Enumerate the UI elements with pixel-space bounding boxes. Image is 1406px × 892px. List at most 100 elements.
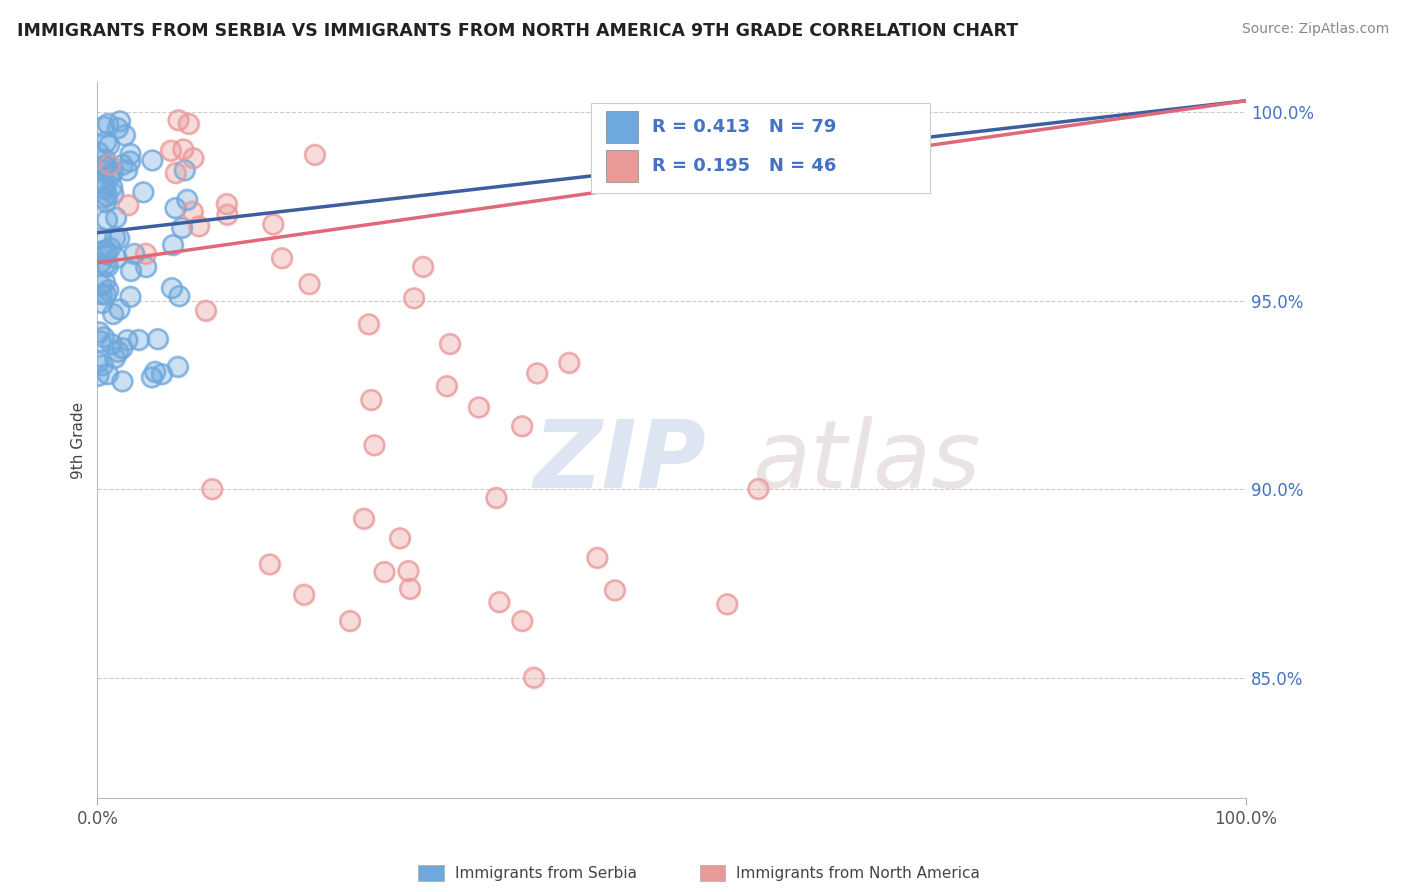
Point [104,351,127,365]
Point [166,359,188,374]
Point [97,117,120,131]
Point [114,128,136,143]
Point [96,247,118,261]
Point [111,341,134,355]
Point [96,247,118,261]
Point [90,334,112,349]
Point [87,355,110,369]
Point [96,367,118,381]
Point [90,287,112,301]
Point [215,197,238,211]
Bar [606,150,638,182]
Point [177,117,200,131]
Point [91,244,114,259]
Point [262,218,284,232]
Point [128,333,150,347]
Point [603,583,626,598]
Point [188,219,211,234]
Point [96,212,118,227]
Point [104,230,127,244]
Y-axis label: 9th Grade: 9th Grade [72,401,86,479]
Point [360,392,382,407]
Point [97,117,120,131]
Point [94,177,117,191]
Point [98,158,121,172]
Point [117,333,139,347]
Point [398,564,420,578]
Point [120,290,142,304]
Point [90,278,112,293]
Text: Immigrants from Serbia: Immigrants from Serbia [456,866,637,880]
Point [172,143,194,157]
Point [96,212,118,227]
Point [108,231,131,245]
Point [304,147,326,161]
Point [132,186,155,200]
Point [135,260,157,274]
Point [114,128,136,143]
Point [132,186,155,200]
Point [98,241,121,255]
Point [87,368,110,383]
Point [363,438,385,452]
Point [146,332,169,346]
Point [304,147,326,161]
Point [93,191,115,205]
Point [111,374,134,388]
Point [117,198,139,212]
Point [526,367,548,381]
Point [117,198,139,212]
Point [217,207,239,221]
Point [97,283,120,297]
Point [523,671,546,685]
Point [215,197,238,211]
Point [108,114,131,128]
Point [96,188,118,202]
Point [94,195,117,210]
Point [94,287,117,301]
Point [94,159,117,173]
Point [87,145,110,159]
Point [101,179,124,194]
Point [160,281,183,295]
Point [93,330,115,344]
Point [141,370,163,384]
Point [357,318,380,332]
Point [485,491,508,505]
Point [373,565,395,579]
Point [94,244,117,258]
Point [439,337,461,351]
Point [412,260,434,274]
Point [87,355,110,369]
Point [96,135,118,149]
Point [93,120,115,134]
Point [373,565,395,579]
Point [93,258,115,272]
Point [128,333,150,347]
Point [146,332,169,346]
Point [101,164,124,178]
Point [271,251,294,265]
Point [94,195,117,210]
Point [94,182,117,196]
Point [101,307,124,321]
Point [93,258,115,272]
Point [111,158,134,172]
Point [412,260,434,274]
Point [353,511,375,525]
Point [90,296,112,310]
Point [485,491,508,505]
Point [120,264,142,278]
Point [91,358,114,372]
Point [135,246,157,260]
Point [201,482,224,496]
Point [160,144,183,158]
Point [176,193,198,207]
Point [100,168,122,182]
Point [107,121,129,136]
Point [94,153,117,167]
Point [167,113,190,128]
Point [298,277,321,291]
Point [105,251,128,265]
Point [183,151,205,165]
